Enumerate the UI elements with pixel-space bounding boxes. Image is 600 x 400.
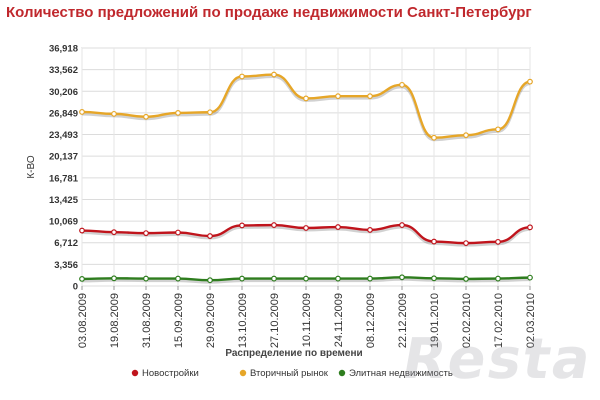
x-tick-label: 17.02.2010: [493, 293, 505, 348]
data-point: [335, 93, 341, 100]
data-point: [399, 81, 405, 88]
data-point: [143, 113, 149, 120]
data-point: [463, 276, 469, 282]
x-tick-label: 22.12.2009: [397, 293, 409, 348]
x-tick-label: 03.08.2009: [77, 293, 89, 348]
legend-marker: [239, 369, 247, 377]
x-tick-label: 02.02.2010: [461, 293, 473, 348]
x-tick-label: 19.01.2010: [429, 293, 441, 348]
legend-label: Новостройки: [142, 368, 199, 379]
watermark-logo: Resta: [397, 327, 598, 392]
data-point: [271, 71, 277, 78]
data-point: [399, 222, 405, 228]
data-point: [207, 109, 213, 116]
x-tick-label: 29.09.2009: [205, 293, 217, 348]
x-tick-label: 31.08.2009: [141, 293, 153, 348]
y-tick-label: 20,137: [49, 152, 78, 163]
data-point: [367, 227, 373, 233]
data-point: [399, 274, 405, 281]
data-point: [303, 275, 309, 282]
data-point: [79, 227, 85, 234]
data-point: [111, 110, 117, 117]
page-title: Количество предложений по продаже недвиж…: [6, 4, 532, 21]
y-tick-label: 30,206: [49, 87, 78, 98]
data-point: [527, 224, 533, 231]
y-tick-label: 10,069: [49, 217, 78, 228]
data-point: [463, 132, 469, 139]
data-point: [527, 274, 533, 281]
data-point: [207, 277, 213, 284]
legend-marker: [131, 369, 139, 377]
x-tick-label: 13.10.2009: [237, 293, 249, 348]
y-tick-label: 26,849: [49, 108, 78, 119]
data-point: [335, 224, 341, 230]
x-axis-label: Распределение по времени: [225, 348, 362, 359]
data-point: [143, 230, 149, 237]
data-point: [175, 229, 181, 236]
data-point: [175, 110, 181, 116]
x-tick-label: 24.11.2009: [333, 293, 345, 347]
data-point: [495, 275, 501, 282]
y-tick-label: 36,918: [49, 44, 78, 55]
y-tick-label: 16,781: [49, 173, 79, 184]
data-point: [111, 229, 117, 236]
x-tick-label: 02.03.2010: [525, 293, 537, 348]
x-tick-label: 27.10.2009: [269, 293, 281, 348]
legend-marker: [338, 369, 346, 377]
data-point: [79, 276, 85, 282]
data-point: [239, 222, 245, 229]
y-tick-label: 3,356: [54, 260, 78, 271]
data-point: [271, 222, 277, 228]
data-point: [239, 275, 245, 282]
y-axis-label: К-ВО: [26, 155, 37, 178]
y-tick-label: 0: [73, 282, 78, 293]
data-point: [207, 233, 213, 239]
x-tick-label: 10.11.2009: [301, 293, 313, 347]
data-point: [143, 275, 149, 282]
data-point: [431, 275, 437, 282]
data-point: [431, 134, 437, 141]
y-tick-label: 13,425: [49, 195, 79, 206]
data-point: [79, 109, 85, 115]
x-tick-label: 19.08.2009: [109, 293, 121, 348]
data-point: [303, 95, 309, 102]
data-point: [431, 238, 437, 245]
data-point: [303, 225, 309, 231]
x-tick-label: 08.12.2009: [365, 293, 377, 348]
y-tick-label: 33,562: [49, 65, 78, 76]
data-point: [527, 78, 533, 85]
y-tick-label: 6,712: [54, 238, 78, 249]
legend-label: Вторичный рынок: [250, 368, 329, 379]
legend-label: Элитная недвижимость: [349, 368, 453, 379]
data-point: [367, 93, 373, 100]
x-tick-label: 15.09.2009: [173, 293, 185, 348]
data-point: [367, 275, 373, 282]
data-point: [239, 73, 245, 80]
data-point: [271, 275, 277, 282]
data-point: [111, 275, 117, 282]
data-point: [463, 240, 469, 247]
data-point: [495, 126, 501, 133]
data-point: [335, 275, 341, 282]
data-point: [175, 275, 181, 282]
y-tick-label: 23,493: [49, 130, 78, 141]
data-point: [495, 238, 501, 245]
